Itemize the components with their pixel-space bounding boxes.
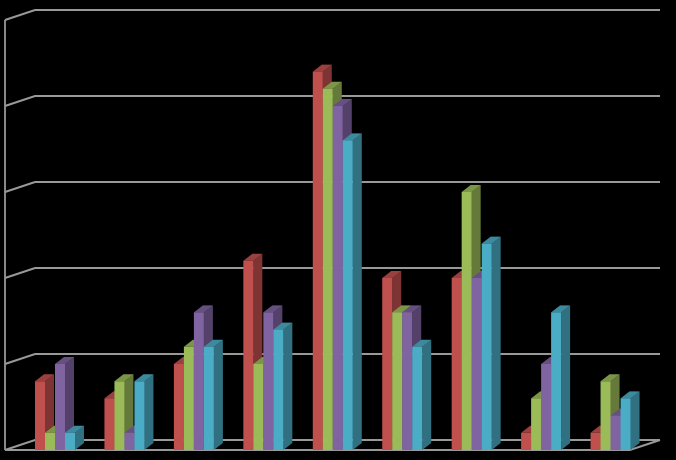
bar-top	[134, 374, 154, 382]
grid-line	[4, 181, 660, 193]
bar-front	[451, 278, 462, 450]
bar-front	[114, 381, 125, 450]
bar-side	[561, 305, 571, 450]
bar-top	[193, 305, 213, 313]
bar	[203, 339, 223, 450]
bar-top	[273, 322, 293, 330]
bar-top	[55, 357, 74, 364]
bar-side	[491, 236, 501, 450]
bar-top	[342, 133, 362, 141]
bar-top	[114, 374, 134, 382]
bar-top	[402, 305, 422, 313]
bar-top	[312, 64, 332, 72]
bar-front	[65, 432, 75, 450]
bar	[134, 374, 154, 450]
bar-top	[35, 374, 54, 382]
bar	[551, 305, 571, 450]
bar-front	[45, 432, 55, 450]
bar-side	[75, 425, 84, 450]
bar-front	[461, 192, 472, 450]
bar-top	[481, 236, 501, 244]
grid-line	[4, 9, 660, 21]
bar	[481, 236, 501, 450]
bar-front	[590, 432, 601, 450]
bar	[273, 322, 293, 450]
bar-front	[531, 398, 542, 450]
bar-front	[134, 381, 145, 450]
bar-side	[65, 357, 74, 450]
bar-front	[392, 312, 403, 450]
bar-top	[263, 305, 283, 313]
bar-front	[541, 364, 552, 450]
bar-front	[203, 346, 214, 450]
bar-front	[263, 312, 274, 450]
bar-side	[630, 391, 640, 450]
bar-top	[65, 425, 84, 433]
bar	[65, 425, 84, 450]
bar-top	[322, 81, 342, 89]
bar-front	[551, 312, 562, 450]
grid-line	[4, 267, 660, 279]
bar	[55, 357, 74, 450]
bar-front	[173, 364, 184, 450]
bar-front	[253, 364, 264, 450]
bar-front	[481, 243, 492, 450]
bar-front	[193, 312, 204, 450]
bar-front	[104, 398, 115, 450]
bar-front	[243, 260, 254, 450]
bar-front	[471, 278, 482, 450]
bar-top	[382, 271, 402, 278]
bar-side	[144, 374, 154, 450]
bar-top	[203, 339, 223, 347]
bar	[412, 339, 432, 450]
bar-side	[213, 339, 223, 450]
grid-line	[4, 95, 660, 107]
bar-front	[342, 140, 353, 450]
bar-top	[412, 339, 432, 347]
bar-front	[620, 398, 631, 450]
bar-front	[322, 88, 333, 451]
bar-front	[312, 71, 323, 450]
bar-front	[412, 346, 423, 450]
bar-top	[392, 305, 412, 313]
bar-side	[283, 322, 293, 450]
bar-top	[461, 185, 481, 192]
bar-front	[183, 346, 194, 450]
bar-front	[402, 312, 413, 450]
bar-front	[273, 329, 284, 450]
bar-front	[332, 106, 343, 450]
bar-side	[422, 339, 432, 450]
bar-top	[620, 391, 640, 399]
bar-front	[124, 432, 135, 450]
bar-front	[55, 364, 65, 450]
bar	[620, 391, 640, 450]
bar-front	[610, 415, 621, 450]
bar-front	[521, 432, 532, 450]
bar-side	[352, 133, 362, 450]
bar-front	[382, 278, 393, 450]
bar-top	[243, 253, 263, 261]
bar-front	[35, 381, 45, 450]
bar-top	[332, 99, 352, 106]
bar	[342, 133, 362, 450]
bar-front	[600, 381, 611, 450]
bar-top	[600, 374, 620, 382]
bar-top	[551, 305, 571, 313]
